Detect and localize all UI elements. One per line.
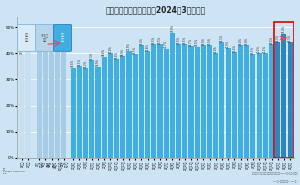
Text: 43.0%: 43.0% <box>238 37 242 45</box>
Text: 41.7%: 41.7% <box>164 40 168 48</box>
Bar <box>83 68 88 158</box>
Text: 37.8%: 37.8% <box>115 51 119 59</box>
Text: 34.5%: 34.5% <box>71 59 75 67</box>
Bar <box>182 44 187 158</box>
Bar <box>219 42 224 158</box>
Text: 月次
推移: 月次 推移 <box>60 33 64 42</box>
Text: 44.3%: 44.3% <box>276 33 280 42</box>
Text: 41.3%: 41.3% <box>56 41 60 49</box>
Bar <box>139 46 144 158</box>
Text: 42.6%: 42.6% <box>62 37 66 46</box>
Text: 39.6%: 39.6% <box>20 45 24 54</box>
Text: 42.0%: 42.0% <box>26 39 30 48</box>
Text: 37.3%: 37.3% <box>90 52 94 60</box>
Text: 『マイナビ 中途採用・転職活動の定点調査（2024年1月～3月）』: 『マイナビ 中途採用・転職活動の定点調査（2024年1月～3月）』 <box>251 173 297 175</box>
Bar <box>19 54 24 158</box>
Bar <box>151 44 156 158</box>
Bar <box>213 53 218 158</box>
Bar <box>274 22 293 158</box>
Bar <box>188 46 194 158</box>
Text: 43.0%: 43.0% <box>245 37 249 45</box>
Text: 47.9%: 47.9% <box>170 24 174 32</box>
Text: 44.3%: 44.3% <box>220 33 224 42</box>
FancyBboxPatch shape <box>17 24 35 51</box>
Text: 43.5%: 43.5% <box>152 36 156 44</box>
Text: ※24年3月の回答数は2,182件: ※24年3月の回答数は2,182件 <box>273 181 297 183</box>
Text: 43.5%: 43.5% <box>158 36 162 44</box>
FancyBboxPatch shape <box>35 24 53 51</box>
Text: 39.7%: 39.7% <box>133 46 137 54</box>
Text: 38.6%: 38.6% <box>102 49 106 56</box>
Text: 43.0%: 43.0% <box>201 37 206 45</box>
Bar <box>263 53 268 158</box>
Bar <box>201 46 206 158</box>
Bar <box>288 42 292 158</box>
Text: 40.8%: 40.8% <box>146 43 150 51</box>
Text: 年間
平均: 年間 平均 <box>24 33 28 42</box>
Bar <box>176 44 181 158</box>
Bar <box>55 50 60 158</box>
Bar <box>207 46 212 158</box>
Text: 42.7%: 42.7% <box>189 38 193 46</box>
Bar <box>26 48 31 158</box>
Bar <box>238 46 243 158</box>
Text: 日経
CAREER RESEARCH
LAB: 日経 CAREER RESEARCH LAB <box>3 169 25 174</box>
Text: 43.5%: 43.5% <box>183 36 187 44</box>
Bar <box>164 49 169 158</box>
Bar <box>43 46 48 158</box>
Bar <box>275 42 280 158</box>
Text: 42.5%: 42.5% <box>195 38 199 46</box>
FancyBboxPatch shape <box>53 24 71 51</box>
Bar <box>127 51 131 158</box>
Bar <box>244 46 249 158</box>
Bar <box>170 33 175 158</box>
Bar <box>102 57 107 158</box>
Bar <box>226 48 231 158</box>
Text: 40.9%: 40.9% <box>127 43 131 51</box>
Bar <box>89 60 94 158</box>
Text: 38.9%: 38.9% <box>121 48 125 56</box>
Text: 39.7%: 39.7% <box>251 46 255 54</box>
Text: 35.1%: 35.1% <box>77 58 81 66</box>
Text: 42.9%: 42.9% <box>50 36 53 45</box>
Bar <box>71 68 76 158</box>
Text: 40.1%: 40.1% <box>263 45 267 53</box>
Text: 41.9%: 41.9% <box>226 40 230 48</box>
Bar <box>37 49 42 158</box>
Text: 44.3%: 44.3% <box>288 33 292 42</box>
Bar <box>250 54 256 158</box>
Bar <box>114 59 119 158</box>
Text: 43.0%: 43.0% <box>140 37 143 45</box>
Text: 41.7%: 41.7% <box>37 40 41 48</box>
Bar <box>120 56 125 158</box>
Bar <box>133 54 138 158</box>
Text: 43.0%: 43.0% <box>208 37 212 45</box>
Title: 企業の中途採用実施率（2024年3月実施）: 企業の中途採用実施率（2024年3月実施） <box>106 6 206 15</box>
Bar <box>232 52 237 158</box>
Bar <box>158 44 163 158</box>
Text: 43.5%: 43.5% <box>177 36 181 44</box>
Text: 43.5%: 43.5% <box>269 36 274 44</box>
Bar <box>108 53 113 158</box>
Text: 47.4%: 47.4% <box>282 26 286 33</box>
Text: 3.5月
平均: 3.5月 平均 <box>40 33 48 42</box>
Text: 40.0%: 40.0% <box>214 45 218 53</box>
Text: 40.0%: 40.0% <box>108 45 112 53</box>
Bar <box>281 34 286 158</box>
Text: 34.2%: 34.2% <box>84 60 88 68</box>
Bar <box>49 46 54 158</box>
Bar <box>145 51 150 158</box>
Text: 34.9%: 34.9% <box>96 58 100 66</box>
Bar <box>195 47 200 158</box>
Text: 40.1%: 40.1% <box>257 45 261 53</box>
Bar <box>256 53 262 158</box>
Bar <box>269 44 274 158</box>
Text: 42.9%: 42.9% <box>43 36 47 45</box>
Bar <box>61 47 67 158</box>
Text: 40.4%: 40.4% <box>232 44 236 52</box>
Bar <box>95 67 101 158</box>
Bar <box>77 66 82 158</box>
